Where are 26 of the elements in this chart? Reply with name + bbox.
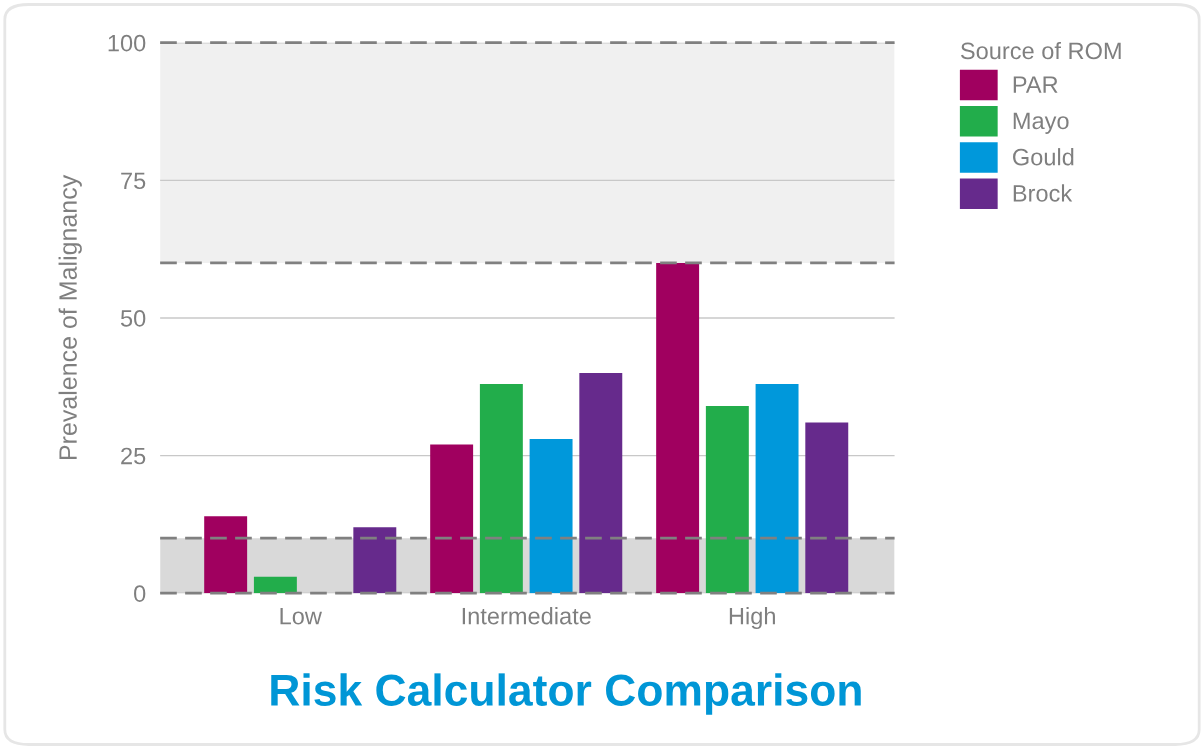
x-tick-label: High <box>729 607 775 630</box>
bar <box>479 384 523 594</box>
y-tick-label: 25 <box>121 447 146 465</box>
y-axis-title: Prevalence of Malignancy <box>58 174 82 460</box>
y-tick-label: 0 <box>134 585 146 602</box>
bar <box>253 576 297 594</box>
bar <box>579 373 623 594</box>
y-tick-label: 50 <box>120 310 146 327</box>
bar <box>805 422 849 594</box>
bar <box>755 384 799 594</box>
y-tick-label: 100 <box>108 34 146 52</box>
x-tick-label: Low <box>280 607 322 625</box>
bar <box>529 439 573 594</box>
legend-label: PAR <box>1013 76 1058 93</box>
x-tick-label: Intermediate <box>462 607 591 625</box>
bar <box>656 262 700 594</box>
text: Risk Calculator Comparison <box>271 673 861 715</box>
bar <box>353 527 397 594</box>
bar <box>204 516 248 594</box>
bar <box>705 406 749 594</box>
legend-label: Brock <box>1013 184 1073 202</box>
bar <box>430 444 474 594</box>
legend-label: Gould <box>1013 148 1074 166</box>
legend-title: Source of ROM <box>960 41 1121 60</box>
y-tick-label: 75 <box>121 172 146 190</box>
legend-label: Mayo <box>1013 112 1069 134</box>
